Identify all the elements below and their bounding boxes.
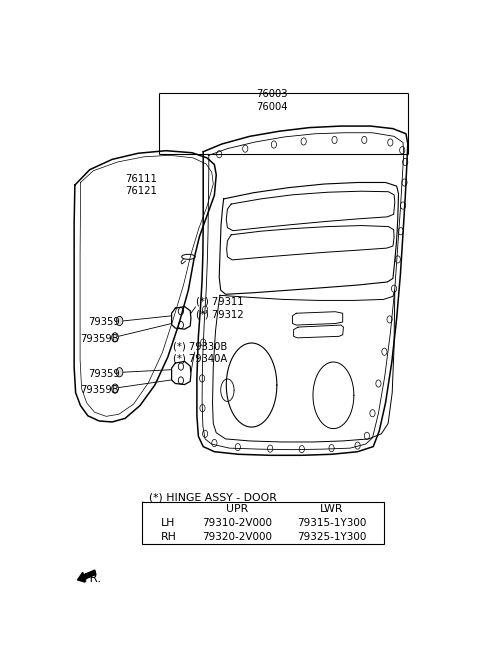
Text: 79325-1Y300: 79325-1Y300: [297, 532, 366, 542]
Text: 76003
76004: 76003 76004: [256, 89, 288, 111]
Text: RH: RH: [160, 532, 176, 542]
Text: LWR: LWR: [320, 504, 343, 514]
Text: UPR: UPR: [226, 504, 249, 514]
Text: (*) HINGE ASSY - DOOR: (*) HINGE ASSY - DOOR: [149, 493, 277, 503]
Text: LH: LH: [161, 518, 176, 528]
Text: (*) 79330B
(*) 79340A: (*) 79330B (*) 79340A: [173, 342, 228, 364]
Circle shape: [116, 368, 123, 377]
FancyArrow shape: [77, 570, 96, 582]
Text: FR.: FR.: [84, 572, 102, 585]
Text: 79359B: 79359B: [81, 385, 119, 395]
Circle shape: [116, 316, 123, 326]
Text: 79359: 79359: [88, 318, 120, 328]
Circle shape: [112, 333, 119, 342]
Text: 79359: 79359: [88, 369, 120, 379]
Text: (*) 79311
(*) 79312: (*) 79311 (*) 79312: [196, 297, 243, 319]
Text: 76111
76121: 76111 76121: [125, 174, 157, 196]
Circle shape: [112, 384, 119, 393]
Text: 79315-1Y300: 79315-1Y300: [297, 518, 366, 528]
Text: 79359B: 79359B: [81, 334, 119, 344]
Text: 79310-2V000: 79310-2V000: [203, 518, 272, 528]
Text: 79320-2V000: 79320-2V000: [203, 532, 272, 542]
Bar: [142, 502, 384, 544]
